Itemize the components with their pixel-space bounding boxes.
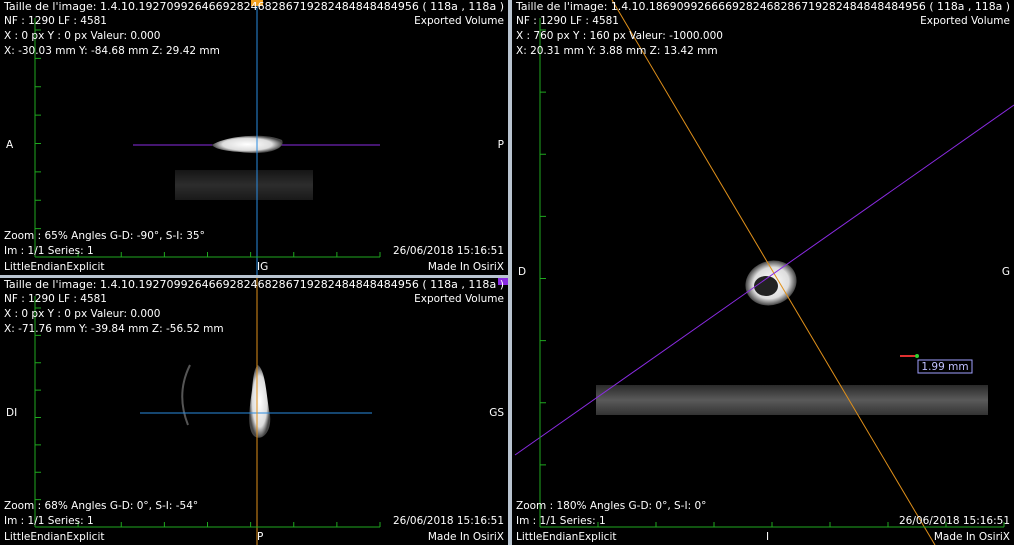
crosshair (611, 0, 936, 545)
header: Taille de l'image: 1.4.10.18690992666692… (515, 1, 1010, 13)
date: 26/06/2018 15:16:51 (393, 245, 504, 257)
tooth (212, 135, 283, 154)
header: Taille de l'image: 1.4.10.19270992646692… (3, 279, 504, 291)
measure-handle (915, 354, 919, 358)
canal (754, 276, 778, 296)
position-info: X: 20.31 mm Y: 3.88 mm Z: 13.42 mm (516, 45, 718, 57)
marker (251, 0, 263, 6)
orientation-right: P (498, 139, 504, 151)
pixel-info: X : 760 px Y : 160 px Valeur: -1000.000 (516, 30, 723, 42)
sagittal-view[interactable]: 1.99 mm (514, 0, 1014, 545)
tooth (249, 365, 271, 438)
axial-view[interactable] (133, 0, 380, 275)
crosshair (514, 104, 1014, 456)
marker (498, 278, 508, 285)
position-info: X: -30.03 mm Y: -84.68 mm Z: 29.42 mm (4, 45, 220, 57)
image-info: Im : 1/1 Series: 1 (516, 515, 606, 527)
orientation-left: A (6, 139, 14, 151)
orientation-left: DI (6, 407, 17, 419)
scan-band (596, 385, 988, 415)
volume-label: Exported Volume (414, 293, 504, 305)
transfer-syntax: LittleEndianExplicit (4, 531, 105, 543)
orientation-right: GS (489, 407, 504, 419)
zoom-info: Zoom : 68% Angles G-D: 0°, S-I: -54° (4, 500, 198, 512)
measure-box (917, 359, 973, 374)
frame-info: NF : 1290 LF : 4581 (516, 15, 619, 27)
frame-info: NF : 1290 LF : 4581 (4, 15, 107, 27)
footer: Made In OsiriX (428, 261, 504, 273)
separator (508, 0, 512, 545)
separator (0, 275, 508, 278)
zoom-info: Zoom : 65% Angles G-D: -90°, S-I: 35° (4, 230, 205, 242)
image-info: Im : 1/1 Series: 1 (4, 245, 94, 257)
orientation-bottom: P (257, 531, 263, 543)
transfer-syntax: LittleEndianExplicit (516, 531, 617, 543)
transfer-syntax: LittleEndianExplicit (4, 261, 105, 273)
orientation-right: G (1002, 266, 1010, 278)
date: 26/06/2018 15:16:51 (899, 515, 1010, 527)
pixel-info: X : 0 px Y : 0 px Valeur: 0.000 (4, 30, 160, 42)
frame-info: NF : 1290 LF : 4581 (4, 293, 107, 305)
orientation-left: D (518, 266, 526, 278)
orientation-bottom: I (766, 531, 769, 543)
footer: Made In OsiriX (934, 531, 1010, 543)
measurement: 1.99 mm (921, 361, 968, 373)
coronal-view[interactable] (140, 278, 508, 545)
shadow (181, 364, 191, 426)
zoom-info: Zoom : 180% Angles G-D: 0°, S-I: 0° (516, 500, 706, 512)
scan-band (175, 170, 313, 200)
image-info: Im : 1/1 Series: 1 (4, 515, 94, 527)
date: 26/06/2018 15:16:51 (393, 515, 504, 527)
header: Taille de l'image: 1.4.10.19270992646692… (3, 1, 504, 13)
orientation-bottom: IG (257, 261, 268, 273)
position-info: X: -71.76 mm Y: -39.84 mm Z: -56.52 mm (4, 323, 224, 335)
volume-label: Exported Volume (920, 15, 1010, 27)
pixel-info: X : 0 px Y : 0 px Valeur: 0.000 (4, 308, 160, 320)
footer: Made In OsiriX (428, 531, 504, 543)
volume-label: Exported Volume (414, 15, 504, 27)
